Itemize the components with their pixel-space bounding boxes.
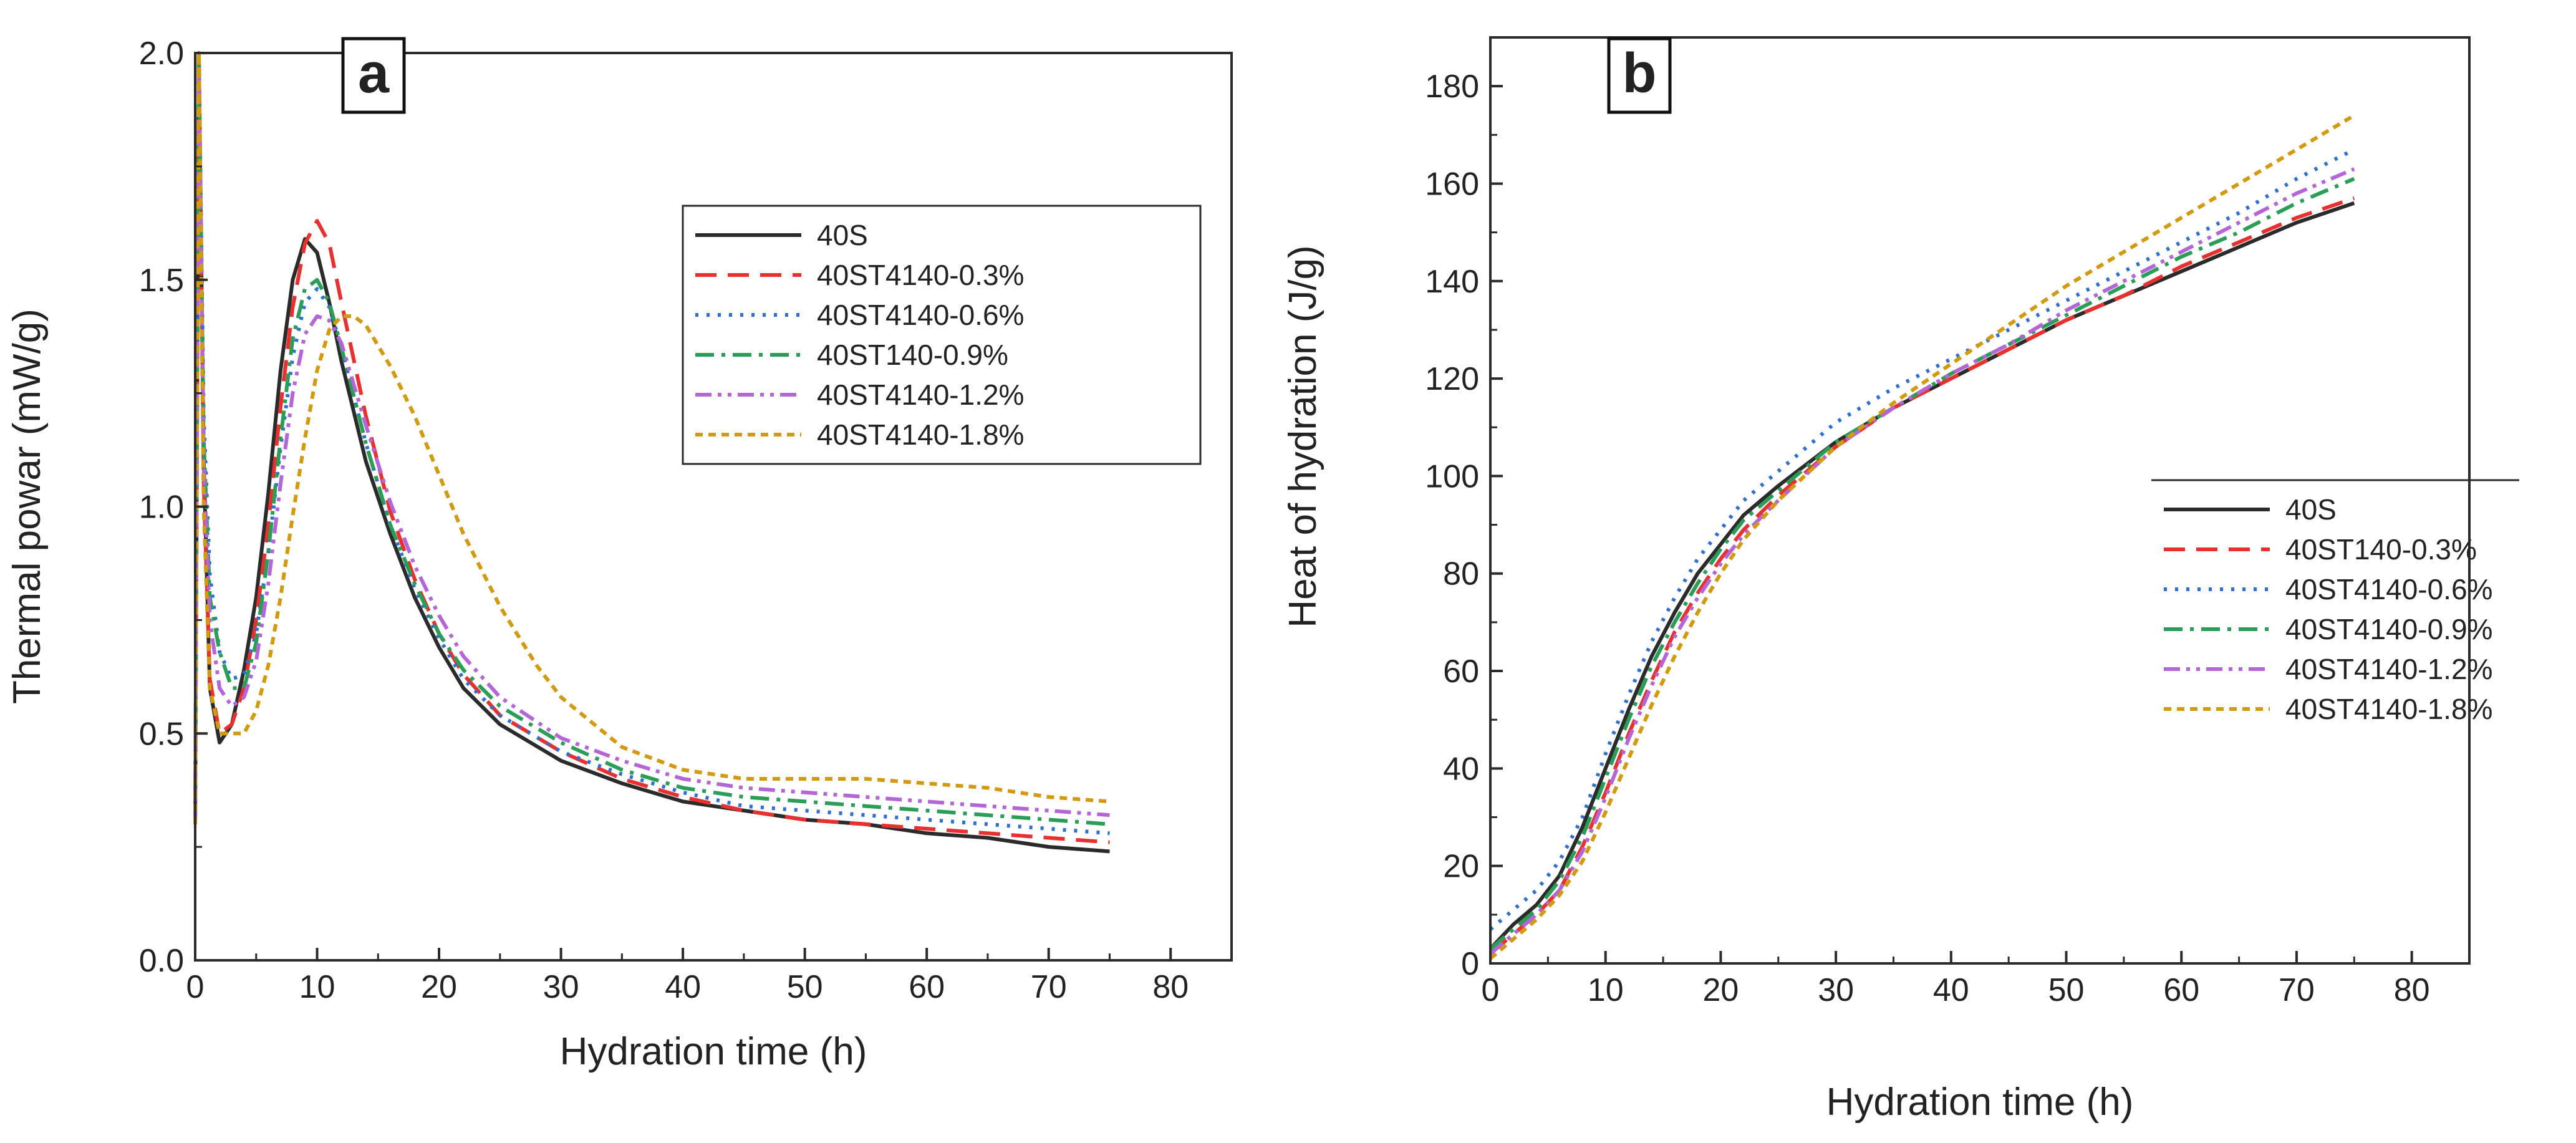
panel-b-series-line-2	[1489, 148, 2355, 931]
panel-a-y-tick-label-3: 1.5	[139, 263, 184, 299]
panel-a-ticks: 0 10 20 30 40 50 60 70 80 0.0 0.5 1.0 1.5 2.0	[139, 36, 1189, 1005]
panel-a-x-tick-label-5: 50	[787, 969, 823, 1005]
panel-a-plot-frame	[194, 52, 1233, 962]
panel-b-y-tick-label-3: 60	[1443, 653, 1479, 690]
panel-b-x-tick-label-3: 30	[1818, 972, 1854, 1008]
panel-b-y-tick-label-9: 180	[1425, 69, 1479, 105]
panel-a-legend-label-0: 40S	[817, 219, 868, 251]
panel-b-legend: 40S 40ST140-0.3% 40ST4140-0.6% 40ST4140-0.9…	[2151, 479, 2519, 725]
panel-b-legend-label-0: 40S	[2285, 493, 2337, 526]
panel-a-chart: 0 10 20 30 40 50 60 70 80 0.0 0.5 1.0 1.5 2.0 Hydrati…	[6, 36, 1233, 1073]
panel-a-y-axis-title: Thermal powar (mW/g)	[6, 309, 49, 704]
panel-a-legend-label-3: 40ST140-0.9%	[817, 339, 1008, 371]
panel-a-label: a	[358, 42, 390, 105]
panel-a-legend-label-4: 40ST4140-1.2%	[817, 379, 1024, 411]
panel-b-label-box: b	[1607, 37, 1672, 114]
panel-a-series-group	[193, 51, 1110, 854]
panel-a-series-line-5	[193, 51, 1110, 824]
panel-a-x-tick-label-7: 70	[1031, 969, 1067, 1005]
panel-b-legend-label-1: 40ST140-0.3%	[2285, 533, 2477, 566]
panel-b-x-axis-title: Hydration time (h)	[1826, 1081, 2134, 1124]
panel-a-y-tick-label-4: 2.0	[139, 36, 184, 72]
panel-b-y-tick-label-2: 40	[1443, 751, 1479, 787]
panel-a-y-tick-label-1: 0.5	[139, 716, 184, 752]
panel-a-x-tick-label-6: 60	[909, 969, 945, 1005]
panel-b-plot-frame	[1489, 36, 2471, 965]
panel-b-y-tick-label-8: 160	[1425, 166, 1479, 202]
panel-b-series-line-3	[1489, 176, 2355, 950]
panel-a-x-tick-label-8: 80	[1152, 969, 1189, 1005]
panel-a-legend-label-5: 40ST4140-1.8%	[817, 418, 1024, 451]
panel-a-x-tick-label-3: 30	[543, 969, 579, 1005]
panel-b-legend-label-5: 40ST4140-1.8%	[2285, 693, 2492, 725]
panel-a-x-tick-label-1: 10	[299, 969, 335, 1005]
panel-a-legend-box	[682, 205, 1202, 465]
panel-b-y-tick-label-7: 140	[1425, 264, 1479, 300]
panel-b-x-tick-label-8: 80	[2394, 972, 2430, 1008]
panel-b-x-tick-label-6: 60	[2163, 972, 2199, 1008]
panel-a-legend-label-2: 40ST4140-0.6%	[817, 299, 1024, 331]
panel-a-series-line-3	[193, 51, 1110, 826]
panel-b-label: b	[1623, 42, 1657, 105]
panel-b-legend-label-3: 40ST4140-0.9%	[2285, 613, 2492, 645]
panel-b-legend-label-4: 40ST4140-1.2%	[2285, 653, 2492, 685]
panel-b-series-group	[1488, 113, 2355, 960]
panel-a-x-tick-label-2: 20	[421, 969, 457, 1005]
panel-b-x-tick-label-7: 70	[2279, 972, 2315, 1008]
panel-b-chart: 0 10 20 30 40 50 60 70 80 0 20 40 60 80 100 120 140 160 18…	[1281, 36, 2519, 1124]
panel-a-series-line-4	[193, 51, 1110, 824]
panel-b-series-line-5	[1489, 113, 2355, 960]
panel-a-x-tick-label-0: 0	[186, 969, 205, 1005]
panel-b-y-tick-label-0: 0	[1461, 946, 1479, 982]
panel-b-series-line-0	[1488, 201, 2355, 950]
panel-b-series-line-4	[1489, 167, 2355, 955]
panel-b-y-tick-label-5: 100	[1425, 458, 1479, 494]
panel-b-y-tick-label-4: 80	[1443, 556, 1479, 592]
panel-a-x-axis-title: Hydration time (h)	[560, 1030, 867, 1073]
panel-b-y-tick-label-1: 20	[1443, 849, 1479, 885]
panel-a-y-tick-label-2: 1.0	[139, 490, 184, 526]
panel-b-ticks: 0 10 20 30 40 50 60 70 80 0 20 40 60 80 100 120 140 160 18…	[1425, 69, 2429, 1008]
panel-b-x-tick-label-2: 20	[1702, 972, 1739, 1008]
panel-a-y-tick-label-0: 0.0	[139, 943, 184, 979]
panel-a-series-line-1	[193, 51, 1110, 844]
panel-b-y-axis-title: Heat of hydration (J/g)	[1281, 245, 1324, 627]
panel-b-x-tick-label-1: 10	[1588, 972, 1624, 1008]
panel-b-x-tick-label-5: 50	[2048, 972, 2085, 1008]
panel-b-legend-label-2: 40ST4140-0.6%	[2285, 573, 2492, 605]
panel-a-label-box: a	[341, 37, 406, 114]
panel-b-x-tick-label-4: 40	[1933, 972, 1969, 1008]
panel-a-legend: 40S 40ST4140-0.3% 40ST4140-0.6% 40ST140-0.9…	[682, 205, 1202, 465]
panel-b-x-tick-label-0: 0	[1482, 972, 1500, 1008]
panel-a-legend-label-1: 40ST4140-0.3%	[817, 259, 1024, 291]
panel-a-x-tick-label-4: 40	[665, 969, 701, 1005]
panel-b-y-tick-label-6: 120	[1425, 361, 1479, 397]
panel-b-series-line-1	[1489, 196, 2355, 955]
